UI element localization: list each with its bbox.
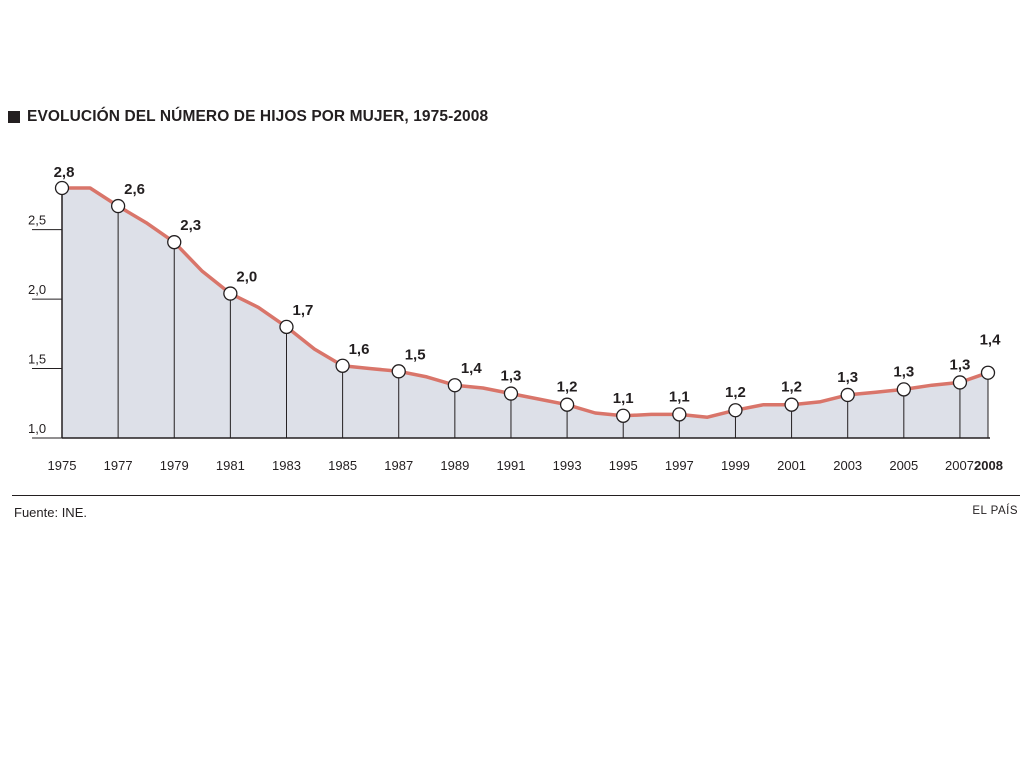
data-marker xyxy=(110,198,126,214)
data-marker xyxy=(616,408,631,423)
data-label: 2,8 xyxy=(54,164,75,181)
data-label: 1,4 xyxy=(461,360,483,377)
data-label: 2,3 xyxy=(180,217,201,234)
data-marker xyxy=(391,364,406,379)
x-tick-label: 1993 xyxy=(553,458,582,473)
data-label: 1,7 xyxy=(292,302,313,319)
x-tick-label: 1991 xyxy=(497,458,526,473)
y-tick-label: 1,0 xyxy=(28,421,46,436)
data-label: 1,3 xyxy=(837,369,858,386)
y-tick-label: 2,5 xyxy=(28,213,46,228)
data-label: 1,1 xyxy=(613,390,634,407)
data-marker xyxy=(952,375,968,390)
data-label: 1,3 xyxy=(501,368,522,385)
data-label: 1,5 xyxy=(405,346,426,363)
data-label: 1,2 xyxy=(557,379,578,396)
chart-title-row: EVOLUCIÓN DEL NÚMERO DE HIJOS POR MUJER,… xyxy=(8,106,488,128)
data-labels: 2,8 2,6 2,3 2,0 1,7 1,6 1,5 1,4 1,3 1,2 1,1 1,1 1,2 1… xyxy=(54,164,1002,407)
data-label: 1,6 xyxy=(349,341,370,358)
x-tick-label: 1975 xyxy=(48,458,77,473)
x-tick-label: 1983 xyxy=(272,458,301,473)
data-marker xyxy=(54,180,70,196)
data-marker xyxy=(896,382,911,397)
x-tick-label: 2001 xyxy=(777,458,806,473)
x-tick-label: 2005 xyxy=(889,458,918,473)
x-tick-label: 2008 xyxy=(974,458,1003,473)
x-tick-label: 1979 xyxy=(160,458,189,473)
x-tick-label: 2007 xyxy=(945,458,974,473)
y-tick-label: 1,5 xyxy=(28,352,46,367)
data-label: 2,6 xyxy=(124,181,145,198)
x-tick-label: 1985 xyxy=(328,458,357,473)
area-fill xyxy=(62,188,988,438)
data-label: 1,3 xyxy=(893,363,914,380)
data-label: 1,4 xyxy=(980,332,1002,349)
data-label: 2,0 xyxy=(236,269,257,286)
data-label: 1,2 xyxy=(781,379,802,396)
source-note: Fuente: INE. xyxy=(14,505,87,520)
title-square-icon xyxy=(8,111,20,123)
chart-title: EVOLUCIÓN DEL NÚMERO DE HIJOS POR MUJER,… xyxy=(27,108,489,125)
data-marker xyxy=(784,397,799,412)
data-marker xyxy=(335,358,350,373)
y-tick-label: 2,0 xyxy=(28,282,46,297)
x-tick-label: 1989 xyxy=(440,458,469,473)
x-tick-label: 2003 xyxy=(833,458,862,473)
data-marker xyxy=(167,235,182,250)
series-line xyxy=(62,186,989,419)
data-markers xyxy=(54,180,996,423)
data-label: 1,3 xyxy=(950,356,971,373)
data-label: 1,2 xyxy=(725,384,746,401)
footer-rule xyxy=(12,495,1020,496)
data-marker xyxy=(728,403,743,418)
x-tick-label: 1999 xyxy=(721,458,750,473)
y-ticks: 1,0 1,5 2,0 2,5 xyxy=(28,213,62,439)
data-marker xyxy=(223,286,238,301)
data-marker xyxy=(447,378,462,393)
data-marker xyxy=(559,397,575,412)
x-tick-label: 1981 xyxy=(216,458,245,473)
x-tick-label: 1997 xyxy=(665,458,694,473)
fertility-chart: 1,0 1,5 2,0 2,5 1975 1977 1979 1981 1983 1985 198… xyxy=(28,164,1003,473)
x-tick-label: 1977 xyxy=(104,458,133,473)
credit-label: EL PAÍS xyxy=(972,505,1018,517)
data-label: 1,1 xyxy=(669,388,690,405)
x-tick-label: 1987 xyxy=(384,458,413,473)
data-marker xyxy=(980,365,996,380)
data-marker xyxy=(672,407,687,422)
x-tick-label: 1995 xyxy=(609,458,638,473)
data-marker xyxy=(503,386,519,401)
data-marker xyxy=(279,319,294,335)
data-marker xyxy=(840,387,855,403)
x-ticks: 1975 1977 1979 1981 1983 1985 1987 1989 1991 1993… xyxy=(48,458,1003,473)
